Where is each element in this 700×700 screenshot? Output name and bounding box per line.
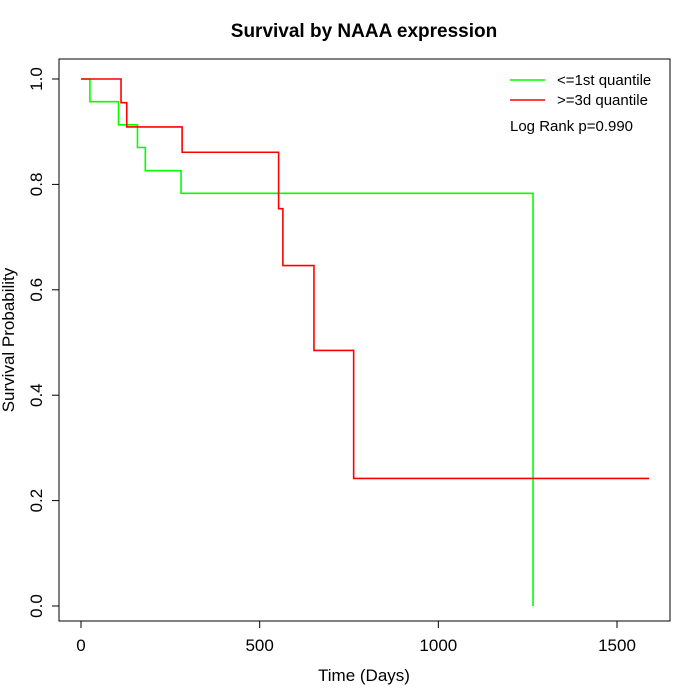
legend-label: >=3d quantile	[557, 92, 648, 109]
y-tick-label: 0.8	[27, 173, 46, 197]
series-layer	[81, 78, 650, 606]
x-tick-label: 0	[76, 636, 85, 655]
y-axis: 0.0 0.2 0.4 0.6 0.8 1.0	[27, 67, 60, 618]
y-tick-label: 1.0	[27, 67, 46, 91]
x-tick-label: 1500	[598, 636, 636, 655]
chart-title: Survival by NAAA expression	[231, 21, 497, 42]
legend: <=1st quantile >=3d quantile	[510, 72, 651, 109]
y-tick-label: 0.0	[27, 594, 46, 618]
legend-label: <=1st quantile	[557, 72, 651, 89]
x-axis: 0 500 1000 1500	[76, 620, 636, 655]
plot-frame	[58, 58, 671, 622]
series-line-1	[81, 78, 650, 480]
x-tick-label: 1000	[419, 636, 457, 655]
log-rank-annotation: Log Rank p=0.990	[510, 118, 633, 135]
series-line-0	[81, 78, 534, 606]
x-tick-label: 500	[245, 636, 273, 655]
y-axis-label: Survival Probability	[0, 267, 18, 412]
x-axis-label: Time (Days)	[318, 666, 410, 685]
y-tick-label: 0.4	[27, 383, 46, 407]
y-tick-label: 0.6	[27, 278, 46, 302]
y-tick-label: 0.2	[27, 489, 46, 513]
